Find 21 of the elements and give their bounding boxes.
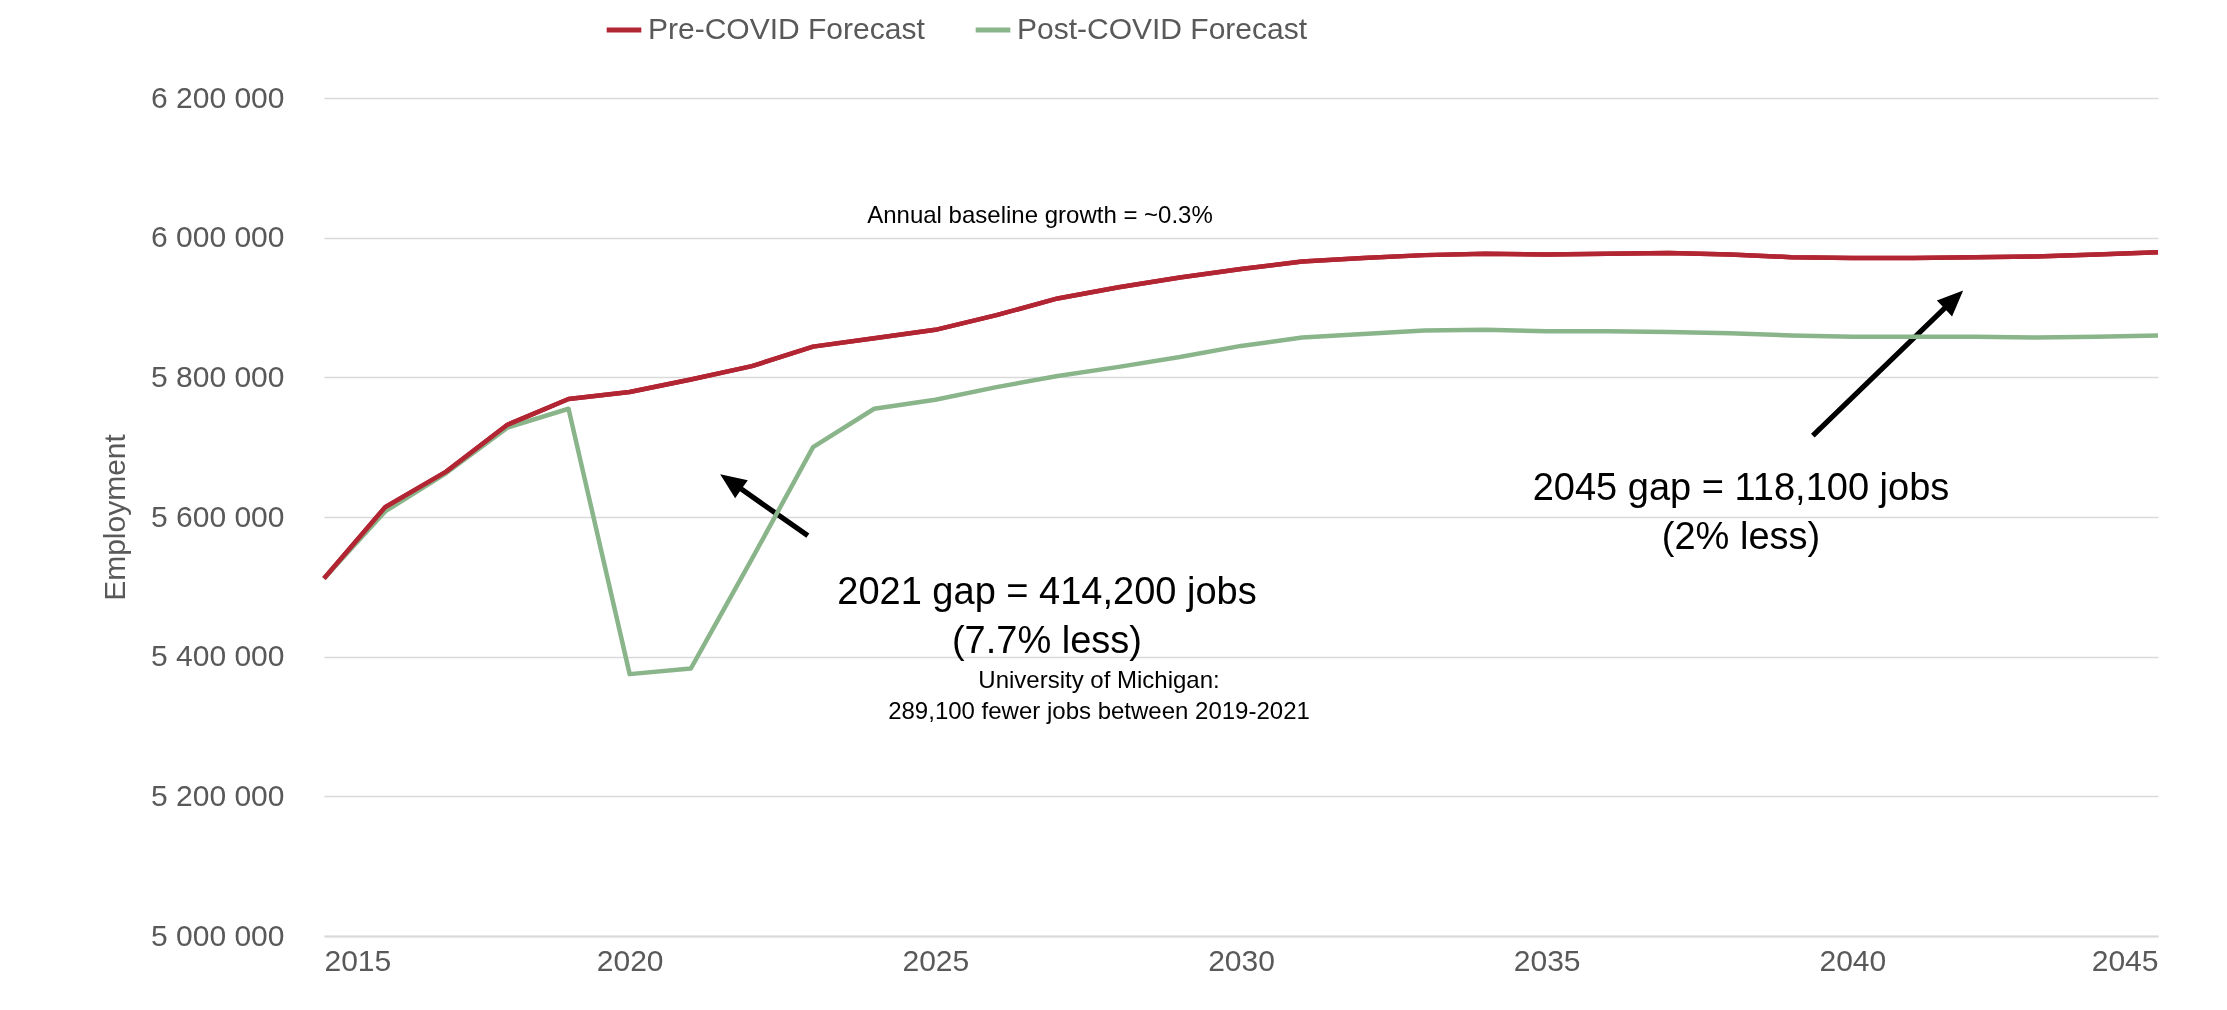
y-tick-label: 5 000 000 [151,918,285,952]
y-tick-label: 6 000 000 [151,220,285,254]
annotation: 2045 gap = 118,100 jobs (2% less) [1532,466,1950,558]
y-tick-label: 6 200 000 [151,80,285,114]
y-axis-title: Employment [98,433,132,601]
legend-label: Post-COVID Forecast [1017,12,1308,45]
x-tick-label: 2040 [1819,943,1887,977]
x-tick-label: 2025 [902,943,970,977]
legend-label: Pre-COVID Forecast [648,12,926,45]
x-tick-label: 2015 [324,943,392,977]
x-tick-label: 2045 [2091,943,2159,977]
y-tick-label: 5 200 000 [151,778,285,812]
y-tick-label: 5 400 000 [151,639,285,673]
annotation: Annual baseline growth = ~0.3% [867,201,1213,228]
x-tick-label: 2035 [1513,943,1581,977]
annotation: 2021 gap = 414,200 jobs (7.7% less) [837,570,1257,662]
annotation: University of Michigan: 289,100 fewer jobs between 2019-2021 [888,666,1310,725]
x-tick-label: 2030 [1208,943,1275,977]
x-tick-label: 2020 [596,943,664,977]
y-tick-label: 5 600 000 [151,499,285,533]
y-tick-label: 5 800 000 [151,359,285,393]
